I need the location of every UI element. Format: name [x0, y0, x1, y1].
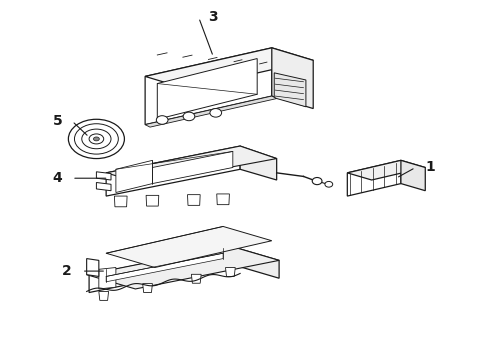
Ellipse shape: [82, 129, 111, 149]
Polygon shape: [99, 292, 109, 300]
Polygon shape: [347, 160, 425, 180]
Polygon shape: [106, 226, 272, 267]
Text: 5: 5: [52, 114, 62, 128]
Polygon shape: [97, 172, 111, 180]
Ellipse shape: [69, 119, 124, 158]
Text: 2: 2: [62, 264, 72, 278]
Circle shape: [210, 109, 221, 117]
Polygon shape: [106, 253, 223, 282]
Polygon shape: [145, 96, 277, 127]
Polygon shape: [97, 183, 111, 191]
Polygon shape: [240, 146, 277, 180]
Circle shape: [325, 181, 333, 187]
Circle shape: [183, 112, 195, 121]
Polygon shape: [89, 246, 230, 293]
Polygon shape: [87, 246, 279, 289]
Polygon shape: [115, 196, 127, 207]
Polygon shape: [87, 258, 99, 276]
Polygon shape: [145, 48, 272, 125]
Polygon shape: [106, 146, 240, 196]
Polygon shape: [188, 195, 200, 205]
Polygon shape: [157, 59, 257, 119]
Ellipse shape: [74, 124, 118, 154]
Polygon shape: [145, 48, 313, 89]
Polygon shape: [116, 160, 152, 193]
Polygon shape: [217, 194, 229, 204]
Polygon shape: [225, 267, 235, 276]
Ellipse shape: [89, 134, 104, 144]
Polygon shape: [152, 152, 233, 184]
Text: 4: 4: [52, 171, 62, 185]
Polygon shape: [106, 146, 277, 184]
Polygon shape: [401, 160, 425, 191]
Polygon shape: [146, 195, 159, 206]
Polygon shape: [230, 246, 279, 278]
Ellipse shape: [94, 137, 99, 141]
Polygon shape: [272, 48, 313, 109]
Polygon shape: [347, 160, 401, 196]
Polygon shape: [192, 274, 201, 283]
Circle shape: [156, 116, 168, 124]
Text: 3: 3: [209, 10, 218, 24]
Text: 1: 1: [425, 161, 435, 175]
Polygon shape: [143, 284, 152, 293]
Polygon shape: [274, 73, 306, 107]
Polygon shape: [99, 267, 116, 289]
Circle shape: [312, 177, 322, 185]
